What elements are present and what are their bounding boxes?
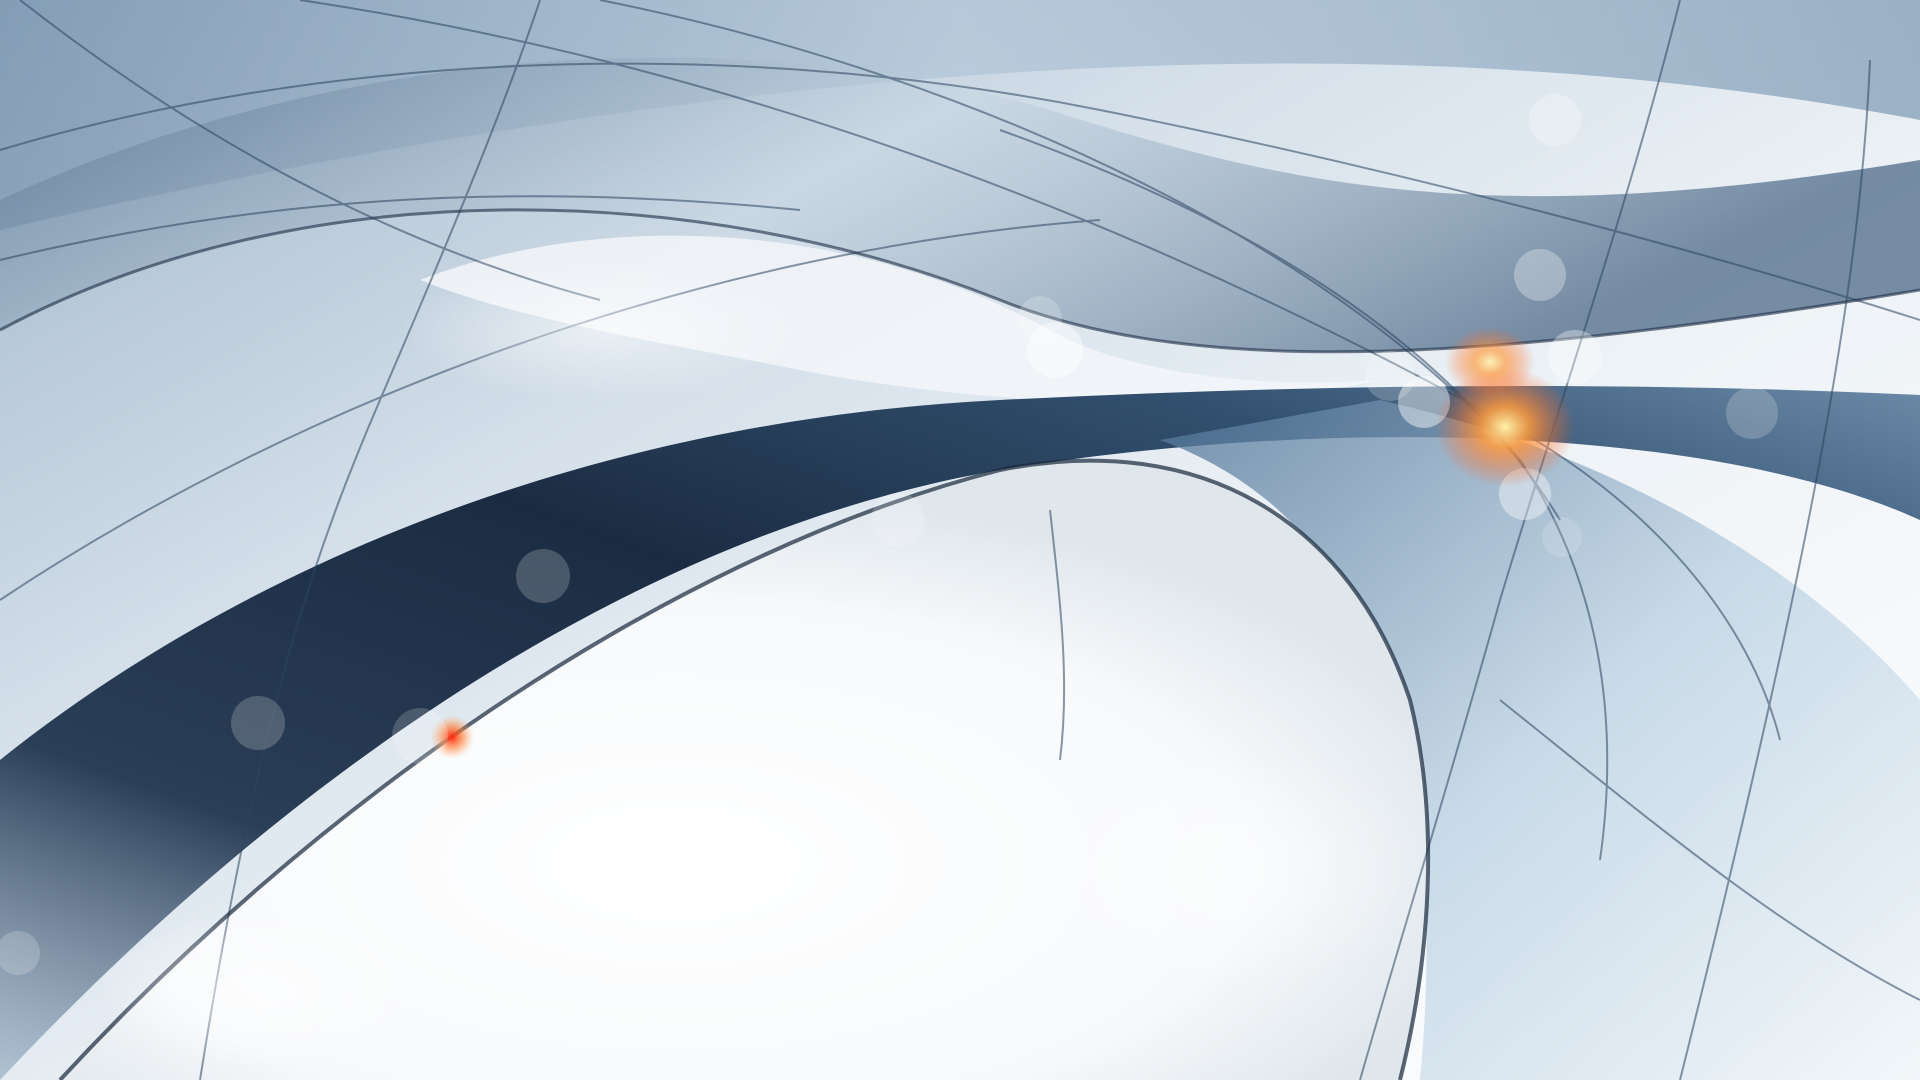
top-band bbox=[0, 0, 1920, 230]
band-edge bbox=[0, 208, 1920, 354]
lens-flare-large bbox=[1435, 367, 1575, 487]
upper-wave bbox=[0, 57, 1920, 352]
glow-center bbox=[1040, 750, 1440, 990]
glow-bottom bbox=[100, 910, 420, 1070]
lens-flare-small bbox=[430, 715, 474, 759]
glow-left bbox=[400, 260, 800, 400]
bokeh-near-flare bbox=[392, 708, 448, 764]
lens-flare-upper bbox=[1445, 327, 1535, 397]
dark-band bbox=[0, 385, 1920, 1080]
right-band bbox=[1160, 400, 1920, 1080]
